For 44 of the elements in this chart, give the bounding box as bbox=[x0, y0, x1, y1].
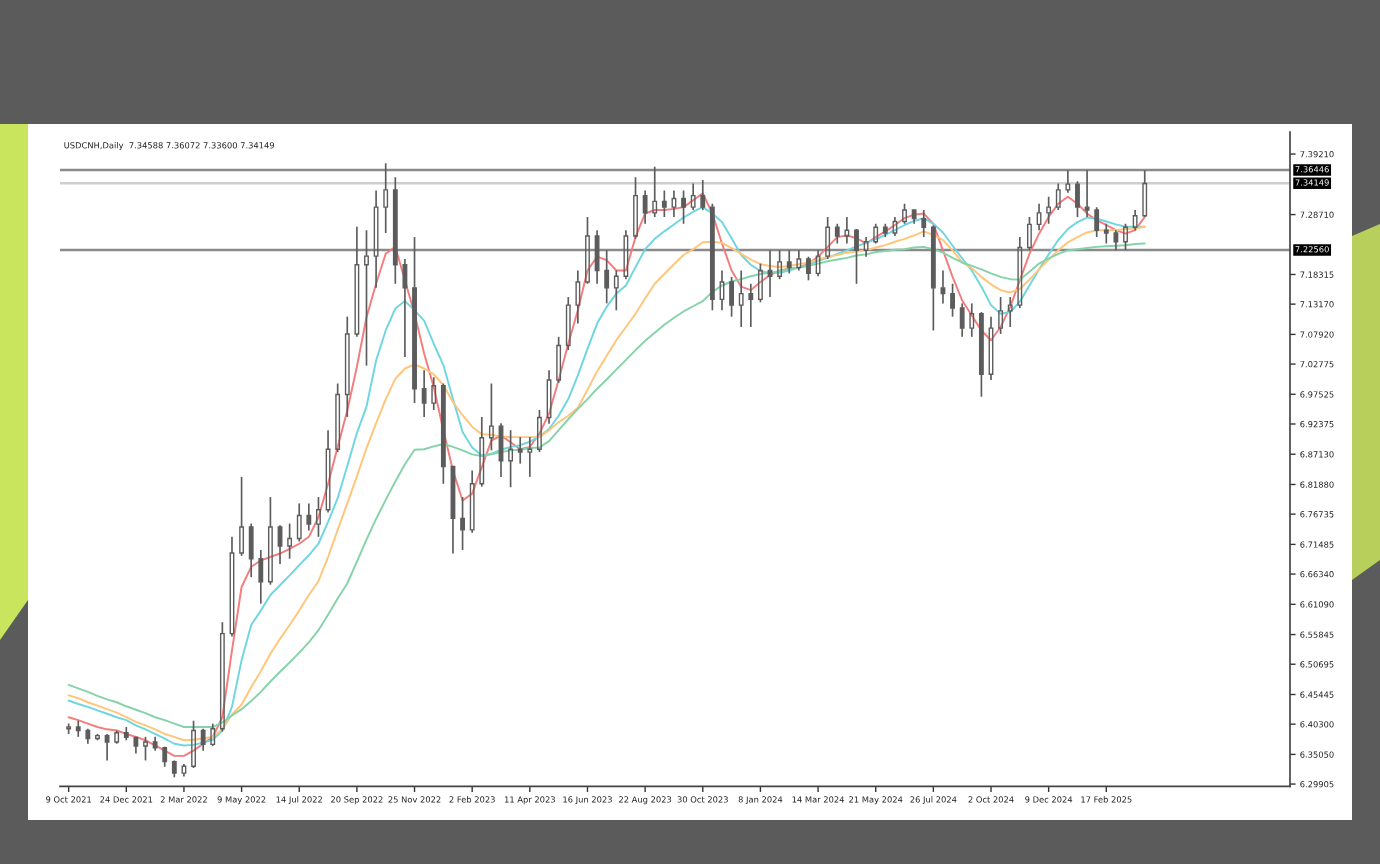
candlestick bbox=[229, 535, 235, 638]
candlestick bbox=[594, 229, 600, 285]
candlestick bbox=[421, 369, 427, 418]
candlestick bbox=[546, 369, 552, 425]
candlestick bbox=[181, 763, 187, 778]
candlestick bbox=[969, 302, 975, 338]
candlestick bbox=[786, 249, 792, 275]
candlestick bbox=[402, 258, 408, 358]
candlestick bbox=[575, 269, 581, 325]
candlestick bbox=[1036, 202, 1042, 232]
candlestick bbox=[738, 269, 744, 328]
candlestick bbox=[642, 189, 648, 225]
candlestick bbox=[479, 416, 485, 488]
candlestick bbox=[306, 502, 312, 532]
candlestick bbox=[517, 436, 523, 465]
candlestick bbox=[1007, 296, 1013, 328]
candlestick bbox=[75, 719, 81, 738]
candlestick bbox=[671, 189, 677, 218]
candlestick bbox=[565, 296, 571, 351]
candlestick bbox=[460, 496, 465, 551]
candlestick bbox=[959, 302, 965, 338]
candlestick bbox=[719, 269, 725, 312]
candlestick bbox=[1103, 223, 1109, 245]
candlestick bbox=[325, 429, 331, 514]
candlestick bbox=[527, 436, 533, 478]
candlestick bbox=[834, 223, 840, 245]
candlestick bbox=[1084, 169, 1090, 218]
candlestick bbox=[344, 315, 350, 418]
candlestick bbox=[508, 429, 514, 489]
candlestick bbox=[921, 209, 927, 238]
candlestick bbox=[604, 249, 610, 305]
candlestick bbox=[988, 315, 994, 381]
candlestick bbox=[392, 176, 398, 285]
candlestick bbox=[373, 189, 379, 289]
candlestick bbox=[431, 376, 437, 411]
candlestick bbox=[863, 236, 869, 258]
candlestick bbox=[258, 549, 264, 605]
candlestick bbox=[748, 282, 754, 328]
candlestick bbox=[844, 216, 850, 245]
candlestick bbox=[613, 269, 619, 312]
candlestick bbox=[1142, 169, 1148, 217]
candlestick bbox=[796, 249, 802, 272]
candlestick bbox=[364, 229, 369, 367]
candlestick bbox=[383, 162, 389, 234]
